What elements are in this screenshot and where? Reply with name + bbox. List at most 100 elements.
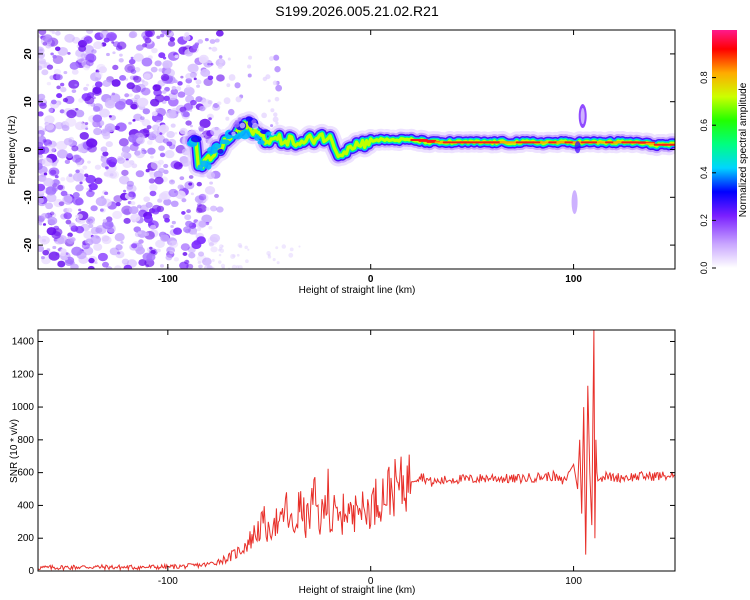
snr-y-tick-label: 0 <box>28 566 34 577</box>
spectrogram-noise-blob <box>170 200 179 208</box>
spectrogram-noise-speck <box>237 265 243 269</box>
spectrogram-noise-blob <box>86 138 98 148</box>
spectrogram-noise-blob <box>84 173 89 178</box>
spectrogram-noise-speck <box>283 289 288 294</box>
spectrogram-ridge-blob <box>211 143 222 150</box>
spectrogram-noise-blob <box>94 81 103 88</box>
spectrogram-noise-blob <box>47 216 58 226</box>
spectrogram-noise-speck <box>258 290 261 293</box>
spectrogram-noise-blob <box>38 133 42 137</box>
colorbar-tick-label: 0.6 <box>699 119 709 132</box>
spectrogram-noise-blob <box>137 231 142 235</box>
spectrogram-noise-blob <box>128 191 136 198</box>
spectrogram-noise-blob <box>50 52 54 56</box>
spectrogram-plume-blob <box>272 80 278 86</box>
spectrogram-noise-blob <box>150 66 158 73</box>
spectrogram-noise-blob <box>115 244 123 251</box>
snr-y-tick-label: 600 <box>17 468 34 479</box>
spectrogram-noise-blob <box>197 39 204 44</box>
spectrogram-noise-blob <box>117 251 121 255</box>
spectrogram-noise-blob <box>66 109 77 119</box>
spectrogram-noise-blob <box>38 197 44 204</box>
spectrogram-noise-blob <box>163 169 169 175</box>
spectrogram-plume-blob <box>270 108 275 113</box>
spectrogram-noise-blob <box>84 122 89 125</box>
spectrogram-noise-blob <box>160 234 170 242</box>
figure-title: S199.2026.005.21.02.R21 <box>275 3 439 19</box>
spectrogram-noise-blob <box>161 90 167 94</box>
spectrogram-noise-blob <box>75 109 85 118</box>
spectrogram-noise-blob <box>147 147 156 155</box>
spectrogram-noise-speck <box>224 307 229 312</box>
spectrogram-noise-speck <box>280 269 283 272</box>
spectrogram-noise-blob <box>146 140 153 145</box>
spectrogram-noise-blob <box>132 119 136 122</box>
spectrogram-noise-blob <box>83 230 94 239</box>
spectrogram-noise-blob <box>167 40 176 47</box>
spectrogram-noise-blob <box>55 31 61 36</box>
spectrogram-noise-speck <box>210 296 214 300</box>
spectrogram-noise-blob <box>173 227 182 235</box>
spectrogram-noise-blob <box>135 246 145 255</box>
spectrogram-plume-blob <box>261 112 267 119</box>
spectrogram-noise-speck <box>247 248 250 251</box>
spectrogram-noise-blob <box>143 215 153 223</box>
spectrogram-noise-blob <box>145 201 153 208</box>
spectrogram-noise-blob <box>144 37 152 44</box>
spectrogram-noise-blob <box>173 161 183 170</box>
spectrogram-noise-speck <box>290 294 294 298</box>
spectrogram-noise-speck <box>291 280 296 285</box>
spectrogram-plume-blob <box>248 55 253 60</box>
spectrogram-noise-blob <box>38 245 45 252</box>
spectrogram-noise-blob <box>83 36 93 44</box>
spectrogram-noise-blob <box>97 252 108 262</box>
spectrogram-noise-blob <box>42 223 47 226</box>
spectrogram-noise-speck <box>238 279 240 281</box>
spectrogram-noise-blob <box>215 30 224 37</box>
snr-y-tick-label: 200 <box>17 533 34 544</box>
spectrogram-noise-speck <box>224 314 227 317</box>
spectrogram-noise-blob <box>38 222 43 226</box>
spectrogram-noise-blob <box>137 97 149 107</box>
spectrogram-noise-speck <box>240 270 244 274</box>
spectrogram-noise-blob <box>196 227 201 232</box>
spectrogram-noise-speck <box>236 253 240 257</box>
spectrogram-noise-blob <box>55 46 61 52</box>
spectrogram-noise-blob <box>67 232 73 238</box>
spectrogram-noise-speck <box>267 278 269 280</box>
spectrogram-noise-blob <box>152 84 161 92</box>
spectrogram-noise-speck <box>262 309 264 311</box>
spectrogram-noise-blob <box>205 207 210 211</box>
spectrogram-noise-speck <box>221 266 225 269</box>
spectrogram-noise-blob <box>185 120 192 126</box>
spectrogram-noise-blob <box>114 100 126 110</box>
spectrogram-noise-speck <box>266 296 268 298</box>
spectrogram-noise-blob <box>190 99 197 106</box>
spectrogram-noise-blob <box>148 178 156 184</box>
spectrogram-noise-blob <box>141 119 151 127</box>
spectrogram-noise-blob <box>192 44 199 50</box>
spectrogram-noise-blob <box>155 134 166 144</box>
colorbar-ticks: 0.0 0.2 0.4 0.6 0.8 <box>699 71 716 274</box>
spectrogram-noise-blob <box>144 232 150 237</box>
spectrogram-noise-blob <box>151 47 158 54</box>
spectrogram-noise-blob <box>52 54 57 59</box>
spectrogram-noise-blob <box>141 87 151 96</box>
spectrogram-noise-blob <box>62 97 69 103</box>
spectrogram-noise-blob <box>100 155 105 159</box>
spectrogram-noise-blob <box>101 261 109 268</box>
spectrogram-noise-speck <box>207 269 212 274</box>
spectrogram-noise-blob <box>102 218 108 223</box>
spectrogram-noise-speck <box>263 310 266 313</box>
spectrogram-noise-blob <box>149 184 158 192</box>
spectrogram-noise-blob <box>160 73 170 82</box>
spectrogram-noise-blob <box>70 237 76 242</box>
spectrogram-noise-blob <box>198 264 203 269</box>
spectrogram-noise-blob <box>188 175 194 179</box>
spectrogram-x-tick-label: 0 <box>368 274 374 285</box>
spectrogram-noise-speck <box>208 307 212 311</box>
spectrogram-noise-blob <box>195 61 199 65</box>
spectrogram-noise-blob <box>177 91 186 98</box>
spectrogram-noise-blob <box>191 240 202 250</box>
